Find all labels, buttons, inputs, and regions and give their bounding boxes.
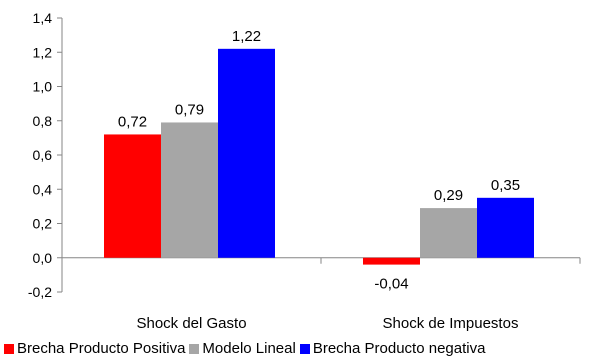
legend-swatch-red xyxy=(4,343,14,354)
y-tick-label: 1,0 xyxy=(33,79,53,95)
data-label: 0,79 xyxy=(175,101,204,118)
bar xyxy=(104,134,161,258)
data-label: 1,22 xyxy=(232,28,261,45)
bar xyxy=(218,48,275,258)
legend-item-modelo-lineal: Modelo Lineal xyxy=(189,340,296,357)
legend-label: Brecha Producto Positiva xyxy=(17,340,186,357)
y-tick-label: 0,0 xyxy=(33,250,53,266)
legend-label: Modelo Lineal xyxy=(202,340,296,357)
data-label: 0,72 xyxy=(118,113,147,130)
bar xyxy=(161,122,218,258)
y-tick-label: 1,2 xyxy=(33,44,53,60)
chart-bars xyxy=(104,48,534,265)
y-tick-label: -0,2 xyxy=(28,284,52,300)
y-tick-label: 1,4 xyxy=(33,10,53,26)
legend-label: Brecha Producto negativa xyxy=(312,340,486,357)
category-label: Shock del Gasto xyxy=(136,315,246,332)
legend: Brecha Producto Positiva Modelo Lineal B… xyxy=(4,340,594,357)
bar xyxy=(420,208,477,258)
y-tick-label: 0,2 xyxy=(33,216,53,232)
bar xyxy=(477,197,534,258)
y-tick-label: 0,6 xyxy=(33,147,53,163)
bar-chart: -0,2 0,0 0,2 0,4 0,6 0,8 1,0 1,2 1,4 0,72 0,79 1,2… xyxy=(28,10,581,332)
data-label: 0,29 xyxy=(434,187,463,204)
chart-labels: 0,72 0,79 1,22 Shock del Gasto -0,04 0,29 0,35… xyxy=(118,28,520,332)
category-label: Shock de Impuestos xyxy=(383,315,519,332)
data-label: -0,04 xyxy=(374,276,408,293)
legend-swatch-gray xyxy=(189,343,200,354)
legend-swatch-blue xyxy=(299,343,310,354)
bar xyxy=(363,257,420,265)
y-tick-label: 0,4 xyxy=(33,181,53,197)
data-label: 0,35 xyxy=(491,177,520,194)
chart-axes: -0,2 0,0 0,2 0,4 0,6 0,8 1,0 1,2 1,4 xyxy=(28,10,581,300)
y-tick-label: 0,8 xyxy=(33,113,53,129)
legend-item-brecha-negativa: Brecha Producto negativa xyxy=(299,340,486,357)
legend-item-brecha-positiva: Brecha Producto Positiva xyxy=(4,340,185,357)
